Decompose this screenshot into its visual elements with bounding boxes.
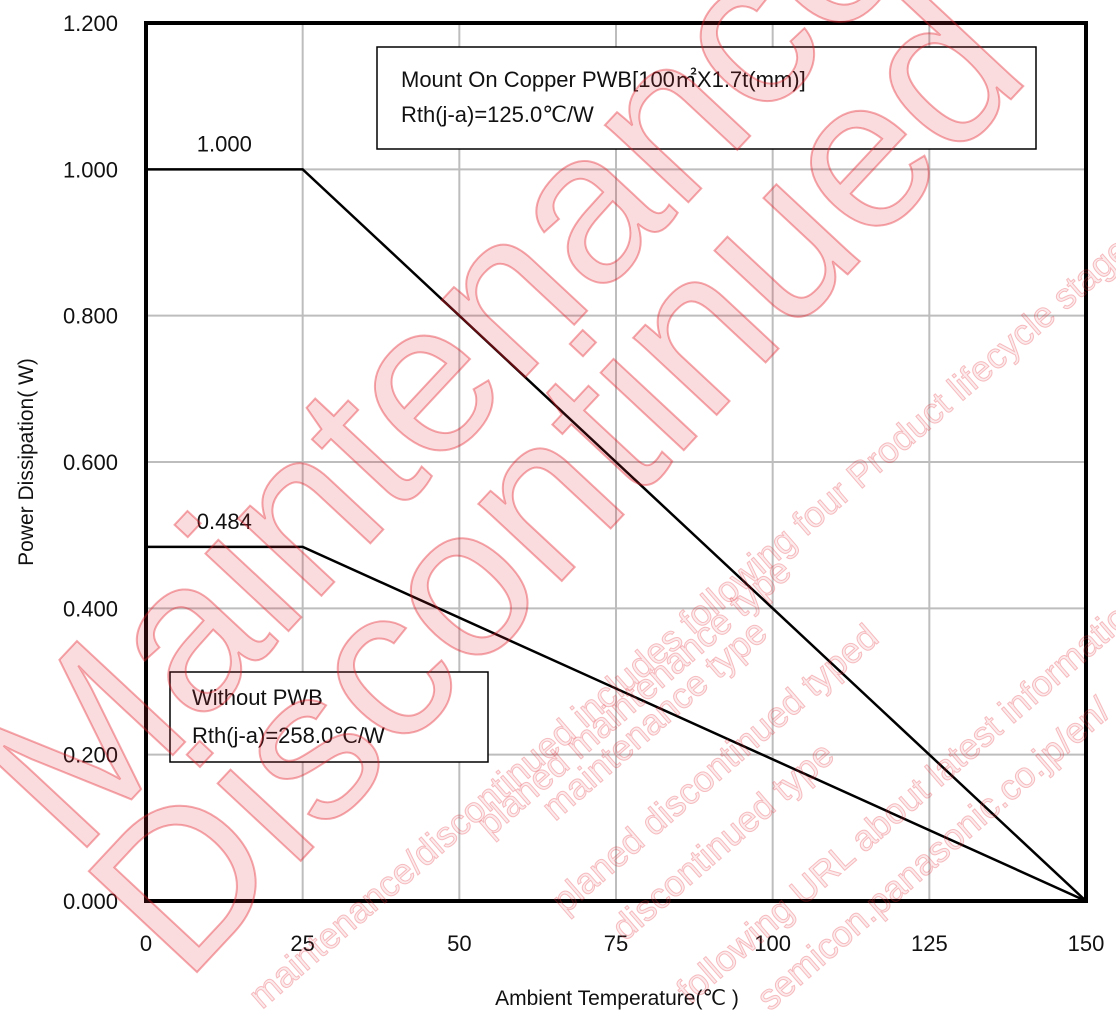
- x-tick-label: 100: [754, 931, 791, 956]
- data-labels: 1.000 0.484: [197, 131, 252, 534]
- y-axis-title: Power Dissipation( W): [15, 358, 38, 566]
- y-tick-label: 0.000: [63, 889, 118, 914]
- watermark-note-7: semicon.panasonic.co.jp/en/: [748, 689, 1116, 1017]
- data-label-series-2: 0.484: [197, 509, 252, 534]
- annotation-copper-line1: Mount On Copper PWB[100㎡X1.7t(mm)]: [401, 67, 806, 92]
- series-line-1: [146, 168, 1087, 902]
- y-tick-label: 0.200: [63, 743, 118, 768]
- tick-labels: 0 25 50 75 100 125 150 0.000 0.200 0.400 0.600 0.80…: [63, 11, 1104, 956]
- y-tick-label: 0.800: [63, 304, 118, 329]
- x-tick-label: 150: [1068, 931, 1105, 956]
- annotation-without-line2: Rth(j-a)=258.0℃/W: [192, 723, 385, 748]
- x-tick-label: 125: [911, 931, 948, 956]
- x-tick-label: 50: [447, 931, 471, 956]
- annotation-box-copper: Mount On Copper PWB[100㎡X1.7t(mm)] Rth(j…: [376, 46, 1037, 150]
- annotation-copper-line2: Rth(j-a)=125.0℃/W: [401, 102, 594, 127]
- annotation-box-without-pwb: Without PWB Rth(j-a)=258.0℃/W: [169, 671, 489, 763]
- y-tick-label: 0.400: [63, 596, 118, 621]
- x-axis-title: Ambient Temperature(℃ ): [495, 987, 739, 1010]
- data-label-series-1: 1.000: [197, 131, 252, 156]
- plot-frame: [144, 21, 1088, 903]
- y-tick-label: 0.600: [63, 450, 118, 475]
- series-lines: [146, 168, 1087, 903]
- y-tick-label: 1.000: [63, 157, 118, 182]
- series-line-2: [146, 545, 1087, 903]
- x-tick-label: 75: [604, 931, 628, 956]
- x-tick-label: 25: [290, 931, 314, 956]
- annotation-without-line1: Without PWB: [192, 685, 323, 710]
- y-tick-label: 1.200: [63, 11, 118, 36]
- x-tick-label: 0: [140, 931, 152, 956]
